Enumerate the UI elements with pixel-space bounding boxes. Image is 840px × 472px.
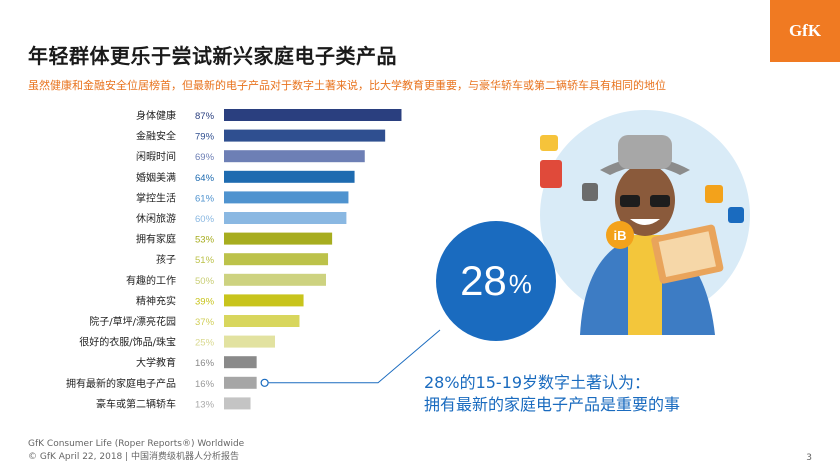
category-label: 有趣的工作 — [126, 274, 176, 287]
bar — [224, 253, 329, 266]
category-label: 院子/草坪/漂亮花园 — [89, 315, 176, 328]
bar — [224, 150, 365, 163]
bar — [224, 109, 402, 121]
bar — [224, 170, 355, 183]
bar — [224, 376, 257, 389]
app-icon-info — [582, 183, 598, 201]
value-label: 87% — [195, 111, 215, 122]
value-label: 64% — [195, 173, 215, 184]
ib-badge-icon — [606, 221, 634, 249]
app-icon-phone — [540, 160, 562, 188]
footer-source: GfK Consumer Life (Roper Reports®) World… — [28, 439, 245, 449]
category-label: 婚姻美满 — [136, 171, 176, 184]
value-label: 25% — [195, 338, 215, 349]
bar — [224, 356, 257, 369]
category-label: 休闲旅游 — [136, 212, 176, 225]
value-label: 51% — [195, 255, 215, 266]
illus-face — [615, 164, 675, 236]
value-label: 13% — [195, 399, 215, 410]
gfk-logo: GfK — [770, 0, 840, 62]
category-label: 闲暇时间 — [136, 150, 176, 163]
value-label: 79% — [195, 132, 215, 143]
category-label: 豪车或第二辆轿车 — [96, 397, 176, 410]
tablet-screen — [658, 231, 716, 278]
page-title: 年轻群体更乐于尝试新兴家庭电子类产品 — [28, 44, 397, 68]
app-icon-lock — [728, 207, 744, 223]
bar — [224, 129, 386, 142]
illus-smile — [630, 219, 660, 225]
illus-glasses-right — [650, 195, 670, 207]
ib-badge-text: iB — [614, 228, 627, 243]
bar — [224, 232, 333, 245]
category-label: 大学教育 — [136, 356, 176, 369]
highlight-bubble: 28% — [436, 221, 556, 341]
bar — [224, 335, 275, 348]
page-number: 3 — [806, 453, 812, 463]
person-illustration: iB — [540, 110, 750, 335]
value-label: 53% — [195, 235, 215, 246]
value-label: 37% — [195, 317, 215, 328]
category-label: 身体健康 — [136, 109, 176, 122]
value-label: 69% — [195, 152, 215, 163]
bubble-unit: % — [508, 268, 532, 299]
bar — [224, 397, 251, 410]
category-label: 孩子 — [156, 253, 176, 266]
callout-text: 28%的15-19岁数字土著认为： 拥有最新的家庭电子产品是重要的事 — [424, 372, 680, 416]
callout-line-2: 拥有最新的家庭电子产品是重要的事 — [424, 395, 681, 414]
bar — [224, 273, 326, 286]
illus-hat-top — [618, 135, 672, 169]
illus-glasses-left — [620, 195, 640, 207]
value-label: 50% — [195, 276, 215, 287]
value-label: 39% — [195, 296, 215, 307]
footer: GfK Consumer Life (Roper Reports®) World… — [28, 438, 244, 464]
category-label: 拥有家庭 — [136, 233, 176, 246]
callout-connector — [268, 329, 441, 384]
value-label: 16% — [195, 358, 215, 369]
bar — [224, 191, 349, 204]
category-label: 掌控生活 — [136, 191, 176, 204]
app-icon-heart — [540, 135, 558, 151]
category-label: 很好的衣服/饰品/珠宝 — [79, 336, 176, 349]
app-icon-doc — [705, 185, 723, 203]
bubble-value: 28 — [460, 257, 507, 304]
value-label: 16% — [195, 379, 215, 390]
category-label: 金融安全 — [136, 130, 176, 143]
category-label: 拥有最新的家庭电子产品 — [66, 377, 176, 390]
page-subtitle: 虽然健康和金融安全位居榜首，但最新的电子产品对于数字土著来说，比大学教育更重要，… — [28, 79, 666, 92]
bar — [224, 315, 300, 327]
bar — [224, 212, 347, 224]
value-label: 61% — [195, 193, 215, 204]
value-label: 60% — [195, 214, 215, 225]
category-label: 精神充实 — [136, 294, 176, 307]
bar — [224, 294, 304, 307]
highlight-marker — [260, 378, 269, 387]
callout-line-1: 28%的15-19岁数字土著认为： — [424, 373, 651, 392]
logo-text: GfK — [788, 21, 822, 40]
footer-copyright: © GfK April 22, 2018 | 中国消费级机器人分析报告 — [28, 452, 240, 462]
